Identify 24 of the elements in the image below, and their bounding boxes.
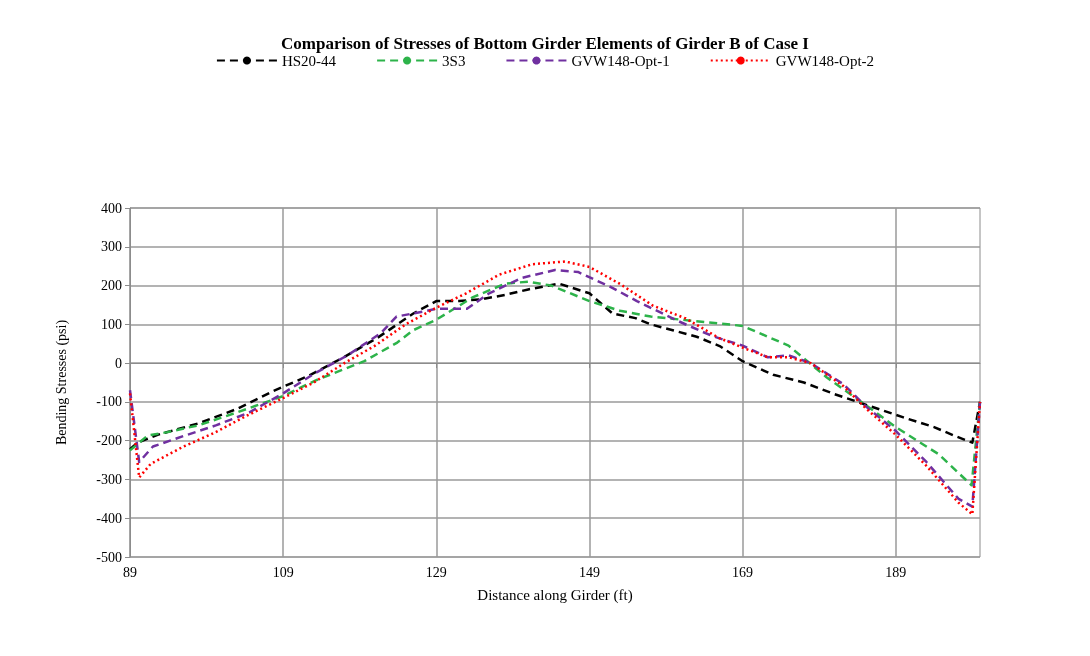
legend-label: GVW148-Opt-1: [571, 52, 670, 69]
legend-label: 3S3: [442, 52, 466, 69]
x-tick-label: 149: [578, 564, 600, 580]
y-tick-label: -500: [96, 549, 122, 565]
x-tick-label: 169: [732, 564, 754, 580]
chart-title: Comparison of Stresses of Bottom Girder Elements of Girder B of Case I: [281, 34, 810, 53]
y-tick-label: 200: [101, 278, 122, 294]
legend-label: HS20-44: [281, 52, 337, 69]
x-tick-label: 89: [123, 564, 137, 580]
y-tick-label: 400: [101, 200, 122, 216]
y-tick-label: -200: [96, 433, 122, 449]
x-tick-label: 109: [272, 564, 294, 580]
y-tick-label: -300: [96, 471, 122, 487]
y-axis-title: Bending Stresses (psi): [53, 319, 70, 446]
line-series: [128, 282, 982, 451]
y-tick-label: -400: [96, 510, 122, 526]
y-tick-label: 300: [101, 239, 122, 255]
y-tick-label: 0: [115, 355, 122, 371]
y-tick-label: 100: [101, 316, 122, 332]
legend-label: GVW148-Opt-2: [775, 52, 875, 69]
x-axis-title: Distance along Girder (ft): [477, 586, 633, 604]
y-tick-label: -100: [96, 394, 122, 410]
x-tick-label: 129: [425, 564, 447, 580]
x-tick-label: 189: [885, 564, 907, 580]
